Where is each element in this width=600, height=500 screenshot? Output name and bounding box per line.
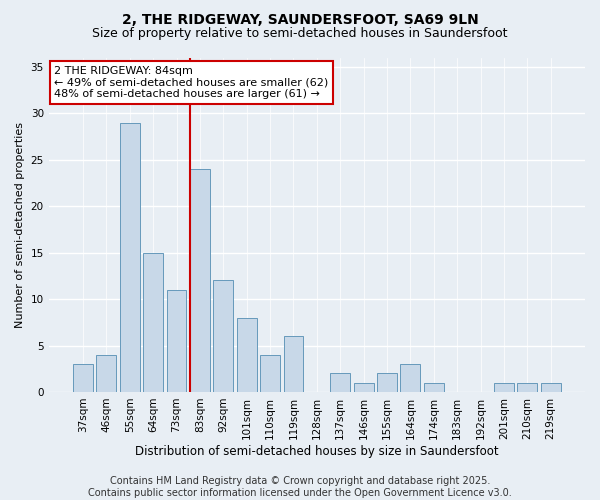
Bar	[377, 374, 397, 392]
Bar	[424, 382, 443, 392]
Text: 2, THE RIDGEWAY, SAUNDERSFOOT, SA69 9LN: 2, THE RIDGEWAY, SAUNDERSFOOT, SA69 9LN	[122, 12, 478, 26]
Bar	[97, 355, 116, 392]
Y-axis label: Number of semi-detached properties: Number of semi-detached properties	[15, 122, 25, 328]
Text: Contains HM Land Registry data © Crown copyright and database right 2025.
Contai: Contains HM Land Registry data © Crown c…	[88, 476, 512, 498]
Bar	[214, 280, 233, 392]
Bar	[541, 382, 560, 392]
X-axis label: Distribution of semi-detached houses by size in Saundersfoot: Distribution of semi-detached houses by …	[135, 444, 499, 458]
Text: 2 THE RIDGEWAY: 84sqm
← 49% of semi-detached houses are smaller (62)
48% of semi: 2 THE RIDGEWAY: 84sqm ← 49% of semi-deta…	[54, 66, 328, 99]
Bar	[167, 290, 187, 392]
Bar	[73, 364, 93, 392]
Bar	[284, 336, 304, 392]
Bar	[120, 122, 140, 392]
Bar	[237, 318, 257, 392]
Text: Size of property relative to semi-detached houses in Saundersfoot: Size of property relative to semi-detach…	[92, 28, 508, 40]
Bar	[260, 355, 280, 392]
Bar	[190, 169, 210, 392]
Bar	[517, 382, 537, 392]
Bar	[353, 382, 374, 392]
Bar	[143, 252, 163, 392]
Bar	[494, 382, 514, 392]
Bar	[400, 364, 421, 392]
Bar	[330, 374, 350, 392]
